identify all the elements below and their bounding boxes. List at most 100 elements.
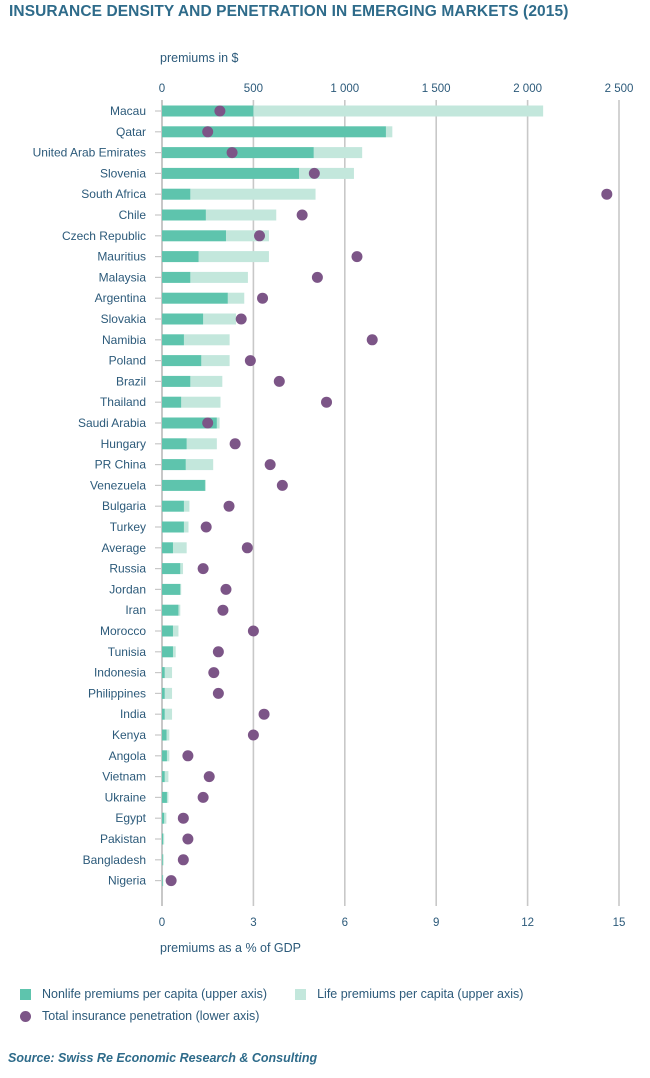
nonlife-bar	[162, 625, 173, 637]
life-bar	[185, 459, 214, 471]
legend: Nonlife premiums per capita (upper axis)…	[20, 983, 551, 1027]
life-bar	[204, 479, 206, 491]
penetration-dot	[197, 791, 209, 803]
lower-tick-label: 12	[521, 917, 534, 929]
life-bar	[253, 105, 544, 117]
category-label: Hungary	[101, 437, 146, 451]
life-bar	[166, 791, 169, 803]
penetration-dot	[214, 105, 226, 117]
category-label: Bulgaria	[102, 499, 146, 513]
category-label: Nigeria	[108, 874, 146, 888]
penetration-dot	[202, 417, 214, 429]
penetration-dot	[223, 500, 235, 512]
nonlife-bar	[162, 521, 184, 533]
life-bar	[227, 292, 245, 304]
penetration-dot	[235, 313, 247, 325]
penetration-dot	[182, 833, 194, 845]
life-bar	[183, 521, 189, 533]
lower-tick-label: 3	[250, 917, 256, 929]
life-bar	[186, 438, 217, 450]
penetration-dot	[244, 355, 256, 367]
life-bar	[190, 375, 223, 387]
penetration-dot	[217, 604, 229, 616]
life-bar	[299, 167, 354, 179]
category-label: Morocco	[100, 624, 146, 638]
penetration-dot	[202, 126, 214, 138]
lower-tick-label: 9	[433, 917, 439, 929]
life-bar	[183, 334, 230, 346]
life-bar	[164, 667, 173, 679]
category-label: Tunisia	[108, 645, 147, 659]
life-bar	[162, 854, 164, 866]
life-bar	[164, 708, 173, 720]
penetration-dot	[212, 687, 224, 699]
nonlife-bar	[162, 500, 184, 512]
life-bar	[166, 729, 170, 741]
category-label: Qatar	[116, 125, 146, 139]
life-bar	[225, 230, 269, 242]
nonlife-swatch	[20, 988, 31, 1000]
category-labels: Macau Qatar United Arab Emirates Slovenia So…	[33, 104, 162, 888]
category-label: Slovakia	[101, 312, 147, 326]
lower-axis-title: premiums as a % of GDP	[160, 941, 301, 955]
nonlife-bar	[162, 105, 254, 117]
category-label: Pakistan	[100, 832, 146, 846]
nonlife-bar	[162, 833, 164, 845]
nonlife-bar	[162, 375, 191, 387]
life-bar	[164, 771, 169, 783]
life-bar	[181, 396, 221, 408]
penetration-dot	[229, 438, 241, 450]
nonlife-bar	[162, 188, 191, 200]
nonlife-bar	[162, 147, 314, 159]
nonlife-bar	[162, 729, 167, 741]
category-label: Vietnam	[102, 770, 146, 784]
bars	[162, 105, 544, 887]
life-bar	[164, 812, 167, 824]
source-note: Source: Swiss Re Economic Research & Con…	[8, 1051, 318, 1065]
lower-tick-label: 15	[613, 917, 626, 929]
penetration-dot	[264, 459, 276, 471]
life-bar	[216, 417, 220, 429]
nonlife-bar	[162, 542, 173, 554]
life-bar	[172, 542, 187, 554]
category-label: Angola	[109, 749, 147, 763]
penetration-dot	[212, 646, 224, 658]
penetration-dot	[321, 396, 333, 408]
penetration-dot	[182, 750, 194, 762]
legend-label-life: Life premiums per capita (upper axis)	[317, 987, 524, 1001]
life-bar	[162, 875, 164, 887]
chart-title: INSURANCE DENSITY AND PENETRATION IN EME…	[9, 3, 569, 20]
nonlife-bar	[162, 251, 199, 263]
life-bar	[203, 313, 237, 325]
category-label: Czech Republic	[62, 229, 146, 243]
legend-item-nonlife: Nonlife premiums per capita (upper axis)	[20, 987, 267, 1001]
penetration-dot	[351, 251, 363, 263]
upper-tick-label: 1 500	[422, 83, 451, 95]
life-bar	[164, 687, 173, 699]
penetration-dot	[247, 625, 259, 637]
life-bar	[180, 563, 184, 575]
category-label: Brazil	[116, 374, 146, 388]
nonlife-bar	[162, 854, 163, 866]
life-bar	[313, 147, 363, 159]
penetration-dot	[308, 167, 320, 179]
nonlife-bar	[162, 396, 182, 408]
nonlife-bar	[162, 604, 179, 616]
upper-tick-label: 500	[244, 83, 263, 95]
penetration-dot	[273, 375, 285, 387]
upper-tick-label: 2 500	[605, 83, 634, 95]
category-label: Malaysia	[99, 270, 147, 284]
category-label: Egypt	[115, 811, 146, 825]
nonlife-bar	[162, 167, 300, 179]
penetration-dot	[226, 147, 238, 159]
penetration-dot	[253, 230, 265, 242]
penetration-dot	[220, 583, 232, 595]
life-bar	[198, 251, 269, 263]
penetration-dot	[208, 667, 220, 679]
nonlife-bar	[162, 292, 228, 304]
category-label: United Arab Emirates	[33, 146, 146, 160]
penetration-dot	[311, 271, 323, 283]
nonlife-bar	[162, 459, 186, 471]
penetration-dot	[247, 729, 259, 741]
category-label: Bangladesh	[83, 853, 146, 867]
